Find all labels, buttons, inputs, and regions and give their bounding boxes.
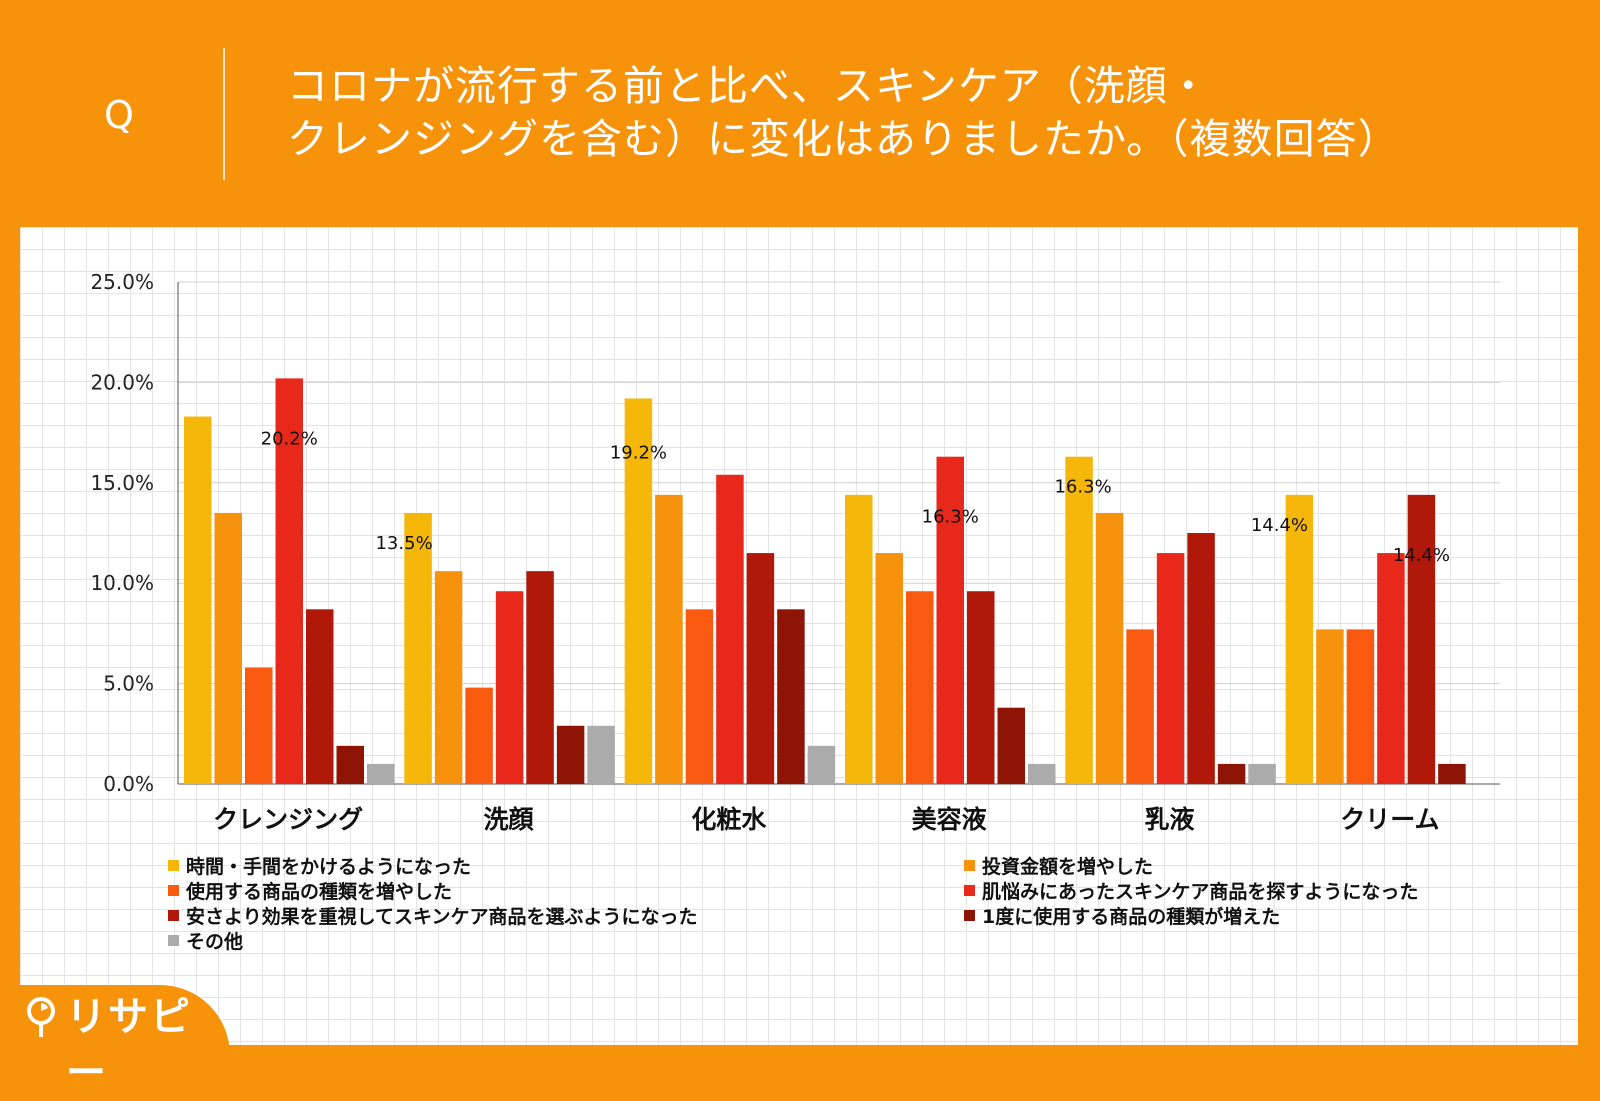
legend-item: 時間・手間をかけるようになった [168, 855, 471, 879]
legend-label: その他 [186, 931, 244, 953]
bar [556, 725, 585, 784]
legend-label: 投資金額を増やした [982, 856, 1154, 878]
legend-swatch [964, 860, 975, 871]
question-title: コロナが流行する前と比べ、スキンケア（洗顔・ クレンジングを含む）に変化はありま… [287, 60, 1577, 166]
bar [967, 591, 995, 784]
y-tick-label: 20.0% [90, 370, 154, 394]
y-tick-label: 10.0% [90, 571, 154, 595]
legend-item: 1度に使用する商品の種類が増えた [964, 905, 1280, 929]
bar [685, 609, 714, 784]
bar [655, 494, 683, 784]
bar [807, 745, 836, 784]
bar [1065, 456, 1093, 784]
x-category-label: 洗顔 [483, 805, 534, 834]
bar [1187, 533, 1215, 784]
legend-label: 時間・手間をかけるようになった [186, 856, 472, 878]
bar [214, 512, 242, 784]
pie-pin-icon [27, 997, 55, 1037]
bar [1377, 553, 1405, 784]
x-category-label: 化粧水 [691, 805, 767, 834]
bar [997, 707, 1025, 784]
chart-panel: 0.0% 5.0% 10.0% 15.0% 20.0% 25.0% クレンジング 洗顔 化粧水 美… [20, 227, 1578, 1045]
bar [1248, 763, 1276, 784]
chart-legend: 時間・手間をかけるようになった 投資金額を増やした使用する商品の種類を増やした 肌悩… [168, 855, 1568, 965]
bar [1028, 763, 1056, 784]
bar [434, 571, 463, 784]
bar [367, 763, 395, 784]
bar [404, 512, 432, 784]
bar [875, 553, 903, 784]
bar [1346, 629, 1375, 784]
bar [1095, 512, 1124, 784]
legend-swatch [168, 935, 179, 946]
legend-swatch [964, 885, 975, 896]
data-label: 16.3% [922, 507, 979, 528]
legend-label: 使用する商品の種類を増やした [186, 881, 453, 903]
question-header: Q コロナが流行する前と比べ、スキンケア（洗顔・ クレンジングを含む）に変化はあ… [0, 0, 1600, 225]
bar [1316, 629, 1344, 784]
bar-chart: 0.0% 5.0% 10.0% 15.0% 20.0% 25.0% クレンジング 洗顔 化粧水 美… [90, 270, 1500, 834]
legend-item: 使用する商品の種類を増やした [168, 880, 452, 904]
legend-item: 投資金額を増やした [964, 855, 1153, 879]
bar [587, 725, 615, 784]
x-category-label: クリーム [1340, 805, 1439, 834]
bar [336, 745, 364, 784]
bar [906, 591, 934, 784]
bar [1126, 629, 1154, 784]
bar [1285, 494, 1314, 784]
bar [275, 378, 303, 784]
bar [1438, 763, 1466, 784]
bar [1407, 494, 1436, 784]
header-divider [223, 48, 225, 180]
bar [746, 553, 775, 784]
bar [245, 667, 273, 784]
legend-swatch [168, 860, 179, 871]
bar [777, 609, 805, 784]
bar [465, 687, 493, 784]
y-tick-label: 0.0% [103, 772, 154, 796]
bar [306, 609, 334, 784]
data-label: 19.2% [610, 442, 667, 463]
legend-swatch [168, 910, 179, 921]
bar [716, 474, 744, 784]
question-mark: Q [104, 93, 134, 137]
legend-item: 安さより効果を重視してスキンケア商品を選ぶようになった [168, 905, 697, 929]
legend-label: 1度に使用する商品の種類が増えた [982, 906, 1281, 928]
legend-label: 安さより効果を重視してスキンケア商品を選ぶようになった [186, 906, 698, 928]
brand-logo-text: リサピー [66, 994, 192, 1096]
data-label: 13.5% [375, 533, 432, 554]
legend-item: 肌悩みにあったスキンケア商品を探すようになった [964, 880, 1418, 904]
bar [184, 416, 212, 784]
brand-logo: リサピー [0, 985, 230, 1096]
legend-item: その他 [168, 930, 243, 954]
bar [845, 494, 873, 784]
bar [936, 456, 964, 784]
bar [1217, 763, 1246, 784]
legend-swatch [964, 910, 975, 921]
question-title-line1: コロナが流行する前と比べ、スキンケア（洗顔・ [287, 62, 1210, 110]
x-category-label: 乳液 [1144, 805, 1194, 834]
x-category-label: クレンジング [213, 805, 363, 834]
question-title-line2: クレンジングを含む）に変化はありましたか。（複数回答） [287, 115, 1400, 163]
data-label: 14.4% [1393, 545, 1450, 566]
x-category-label: 美容液 [912, 805, 987, 834]
bar [624, 398, 653, 784]
bar [1156, 553, 1185, 784]
bar [526, 571, 554, 784]
bar [495, 591, 524, 784]
legend-label: 肌悩みにあったスキンケア商品を探すようになった [982, 881, 1419, 903]
data-label: 16.3% [1054, 477, 1111, 498]
data-label: 20.2% [261, 428, 318, 449]
data-label: 14.4% [1251, 515, 1308, 536]
y-tick-label: 5.0% [103, 672, 154, 696]
y-tick-label: 25.0% [90, 270, 154, 294]
y-tick-label: 15.0% [90, 471, 154, 495]
legend-swatch [168, 885, 179, 896]
